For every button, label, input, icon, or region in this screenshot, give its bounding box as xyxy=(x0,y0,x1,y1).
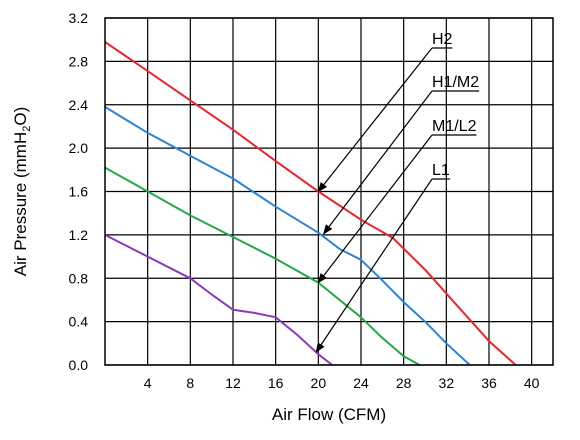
y-tick-label: 1.2 xyxy=(69,227,89,243)
y-tick-label: 0.8 xyxy=(69,270,89,286)
y-axis-title-main: Air Pressure (mmH xyxy=(11,132,30,277)
y-tick-label: 2.4 xyxy=(69,97,89,113)
tick-labels: 4 8 12 16 20 24 28 32 36 40 0.0 0.4 0.8 1.2 1.6 2.0 2.4 2… xyxy=(69,10,540,391)
x-tick-label: 4 xyxy=(144,375,152,391)
x-tick-label: 8 xyxy=(186,375,194,391)
annotation-label: H2 xyxy=(432,31,453,48)
y-tick-label: 1.6 xyxy=(69,184,89,200)
y-axis-title: Air Pressure (mmH2O) xyxy=(11,107,33,277)
x-tick-label: 40 xyxy=(524,375,540,391)
annotation-arrow xyxy=(317,47,433,193)
x-tick-label: 16 xyxy=(268,375,284,391)
x-tick-label: 28 xyxy=(396,375,412,391)
y-axis-title-sub: 2 xyxy=(21,126,33,132)
annotation-arrow xyxy=(315,178,433,353)
y-tick-label: 2.8 xyxy=(69,53,89,69)
x-tick-label: 24 xyxy=(353,375,369,391)
grid xyxy=(105,17,553,366)
series-line xyxy=(104,234,333,366)
y-axis-title-end: O) xyxy=(11,107,30,126)
x-tick-label: 36 xyxy=(481,375,497,391)
series-line xyxy=(104,106,471,366)
y-tick-label: 0.4 xyxy=(69,314,89,330)
y-tick-label: 0.0 xyxy=(69,357,89,373)
series-layer xyxy=(104,41,517,366)
annotations: H2 H1/M2 M1/L2 L1 xyxy=(315,31,479,353)
annotation-label: M1/L2 xyxy=(432,118,477,135)
x-axis-title: Air Flow (CFM) xyxy=(272,405,386,424)
x-tick-label: 12 xyxy=(225,375,241,391)
annotation-label: H1/M2 xyxy=(432,74,479,91)
y-tick-label: 2.0 xyxy=(69,140,89,156)
x-tick-label: 20 xyxy=(311,375,327,391)
annotation-label: L1 xyxy=(432,162,450,179)
y-tick-label: 3.2 xyxy=(69,10,89,26)
x-tick-label: 32 xyxy=(439,375,455,391)
plot-frame xyxy=(104,17,554,366)
series-line xyxy=(104,166,421,366)
annotation-arrow xyxy=(317,134,433,284)
series-line xyxy=(104,41,517,366)
annotation-arrow xyxy=(323,90,433,235)
